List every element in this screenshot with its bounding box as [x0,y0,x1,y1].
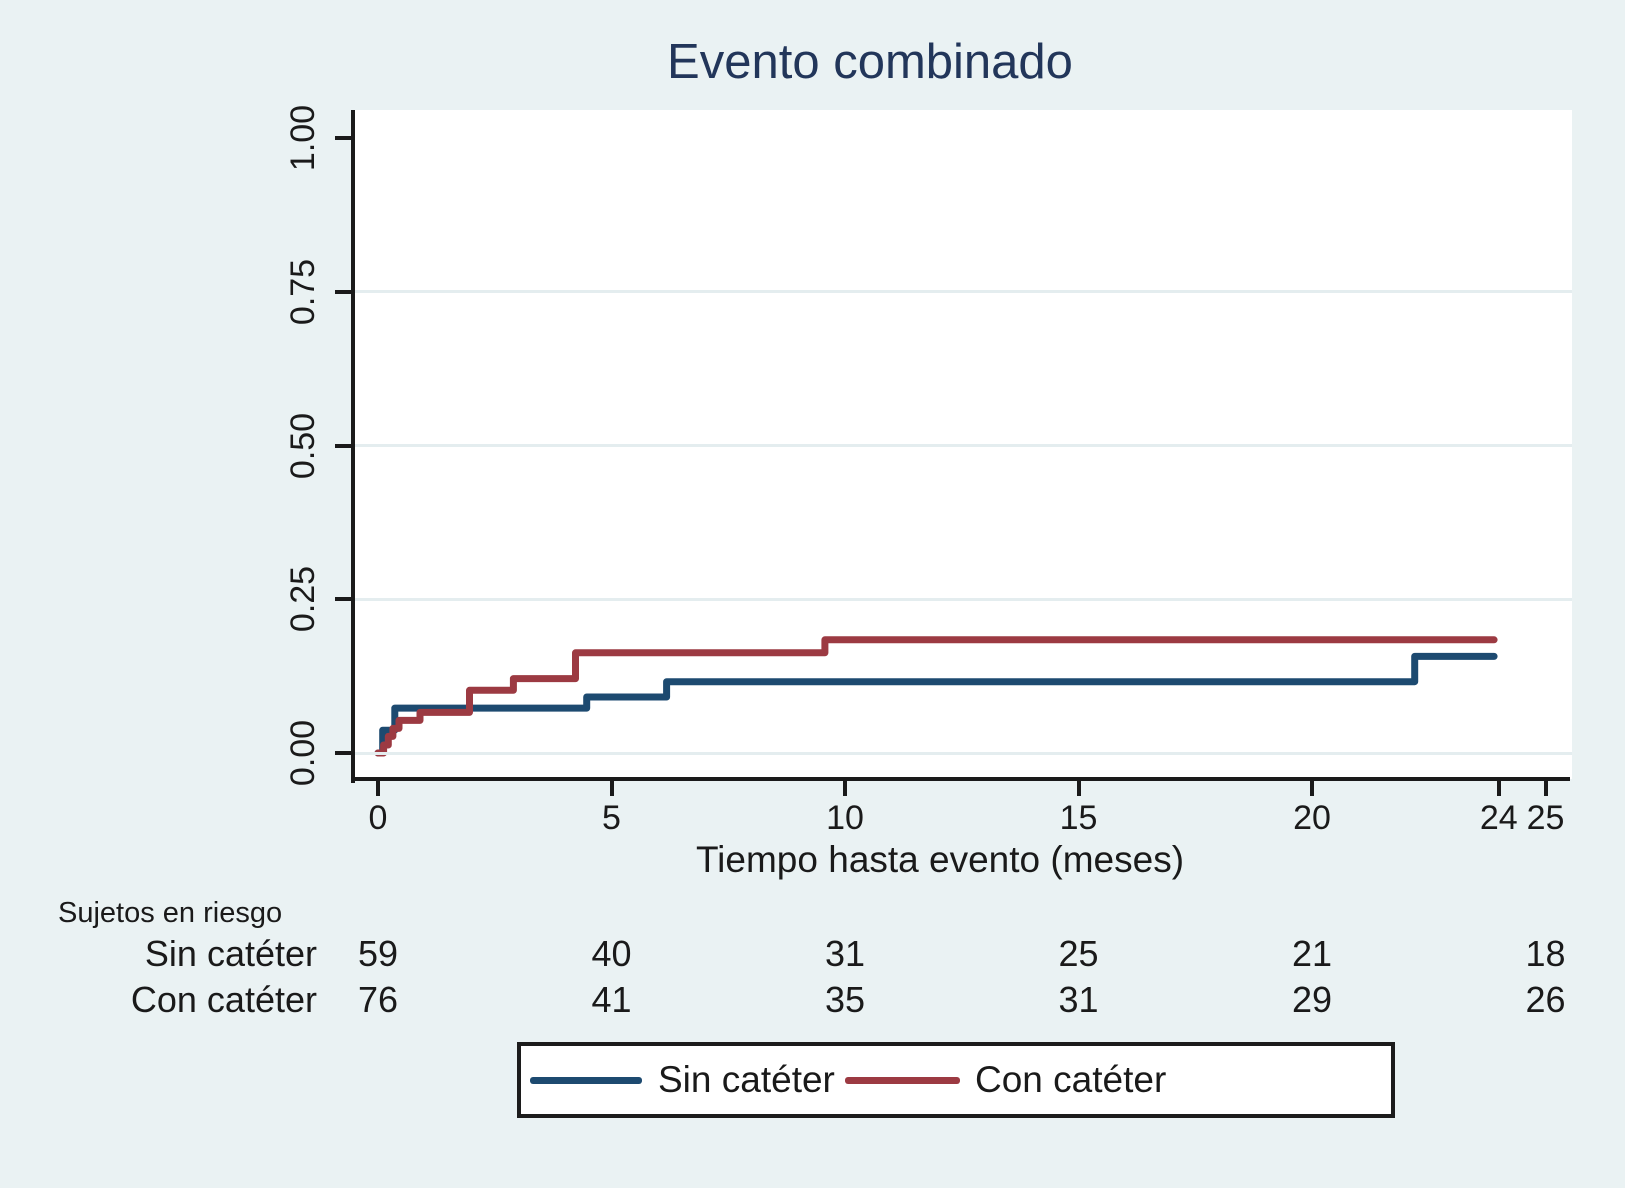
curve-sin-cat-ter [374,652,1498,757]
risk-count: 21 [1291,933,1333,974]
risk-row-label-con-cateter: Con catéter [130,979,317,1020]
y-tick-label: 0.00 [284,719,322,787]
x-tick-label: 0 [368,799,388,837]
risk-count: 76 [357,979,399,1020]
x-tick-label: 25 [1526,799,1565,837]
x-tick-label: 15 [1059,799,1098,837]
risk-count: 26 [1525,979,1566,1020]
x-tick [1310,781,1314,796]
x-tick [1496,781,1501,796]
risk-count: 29 [1291,979,1333,1020]
risk-count: 31 [1058,979,1099,1020]
gridline [355,751,1572,755]
risk-count: 35 [824,979,866,1020]
y-tick [335,136,351,140]
risk-count: 31 [824,933,866,974]
y-tick-label: 0.25 [284,566,322,633]
legend-box: Sin catéter Con catéter [517,1042,1395,1118]
x-tick [376,781,380,796]
legend-label-con-cateter: Con catéter [975,1059,1167,1100]
legend-label-sin-cateter: Sin catéter [658,1059,835,1100]
x-tick-label: 24 [1479,799,1518,837]
risk-count: 59 [357,933,399,974]
x-tick-label: 5 [602,799,621,837]
curve-con-cat-ter [374,636,1498,757]
y-tick [335,597,351,602]
y-tick-label: 0.50 [284,412,322,479]
legend-swatch-sin-cateter [530,1077,642,1084]
gridline [355,444,1572,447]
y-tick [335,751,351,755]
x-tick-label: 10 [826,799,864,837]
risk-row-label-sin-cateter: Sin catéter [144,933,317,974]
risk-count: 41 [591,979,632,1020]
figure-title: Evento combinado [667,35,1073,89]
x-tick-label: 20 [1293,799,1331,837]
x-axis-line [351,777,1570,781]
survival-curves-svg [374,636,1498,757]
risk-count: 40 [591,933,632,974]
y-tick [335,443,351,448]
x-tick [609,781,614,796]
x-tick [1543,781,1548,796]
gridline [355,290,1572,294]
y-tick [335,289,351,294]
x-tick [843,781,847,796]
y-tick-label: 0.75 [284,258,322,325]
x-tick [1076,781,1081,796]
gridline [355,597,1572,601]
risk-table-heading: Sujetos en riesgo [58,897,283,929]
legend-swatch-con-cateter [845,1077,960,1084]
y-axis-line [351,110,355,783]
x-axis-title: Tiempo hasta evento (meses) [695,839,1185,880]
risk-count: 25 [1058,933,1099,974]
risk-count: 18 [1525,933,1566,974]
y-tick-label: 1.00 [284,104,322,172]
